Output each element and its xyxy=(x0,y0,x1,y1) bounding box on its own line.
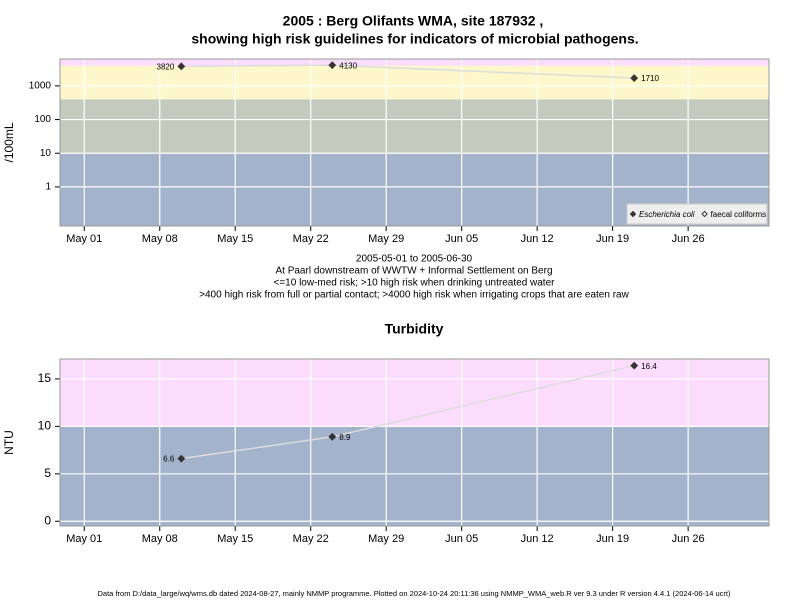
data-point xyxy=(630,74,639,82)
y-tick-label: 0 xyxy=(44,513,51,527)
data-point xyxy=(177,454,186,463)
x-tick-label: Jun 26 xyxy=(672,533,705,545)
subtitle: 2005-05-01 to 2005-06-30 xyxy=(356,254,473,265)
guideline-band xyxy=(60,59,769,66)
x-tick-label: May 15 xyxy=(217,233,253,245)
legend-marker xyxy=(629,210,637,218)
x-tick-label: May 01 xyxy=(66,233,102,245)
x-tick-label: May 08 xyxy=(142,233,178,245)
y-tick-label: 1000 xyxy=(29,81,52,92)
plot-frame xyxy=(59,358,770,527)
y-tick-label: 10 xyxy=(38,419,52,433)
x-tick-label: May 22 xyxy=(293,233,329,245)
y-tick-label: 15 xyxy=(38,371,52,385)
legend-label: Escherichia coli xyxy=(639,210,695,219)
x-tick-label: Jun 19 xyxy=(596,533,629,545)
plot-frame xyxy=(59,58,770,227)
x-tick-label: Jun 12 xyxy=(521,533,554,545)
x-tick-label: May 01 xyxy=(66,533,102,545)
guideline-band xyxy=(60,99,769,154)
guideline-band xyxy=(60,359,769,427)
data-label: 6.6 xyxy=(163,455,175,464)
x-tick-label: Jun 26 xyxy=(672,233,705,245)
x-tick-label: Jun 12 xyxy=(521,233,554,245)
x-tick-label: May 08 xyxy=(142,533,178,545)
legend-box xyxy=(626,203,768,225)
y-tick-label: 100 xyxy=(34,114,51,125)
data-point xyxy=(630,361,639,370)
y-tick-label: 10 xyxy=(40,148,52,159)
data-label: 3820 xyxy=(157,62,175,71)
x-tick-label: Jun 05 xyxy=(445,233,478,245)
data-label: 16.4 xyxy=(641,362,657,371)
legend-marker xyxy=(701,210,708,218)
footer: Data from D:/data_large/wq/wms.db dated … xyxy=(98,589,731,598)
x-tick-label: May 29 xyxy=(368,533,404,545)
data-point xyxy=(177,62,186,71)
chart-title: 2005 : Berg Olifants WMA, site 187932 , xyxy=(283,13,544,29)
legend: Escherichia coli faecal coliforms xyxy=(626,203,768,225)
y-axis-label: NTU xyxy=(2,430,16,455)
chart-title: showing high risk guidelines for indicat… xyxy=(191,31,638,47)
y-axis-label: /100mL xyxy=(2,122,16,162)
data-label: 1710 xyxy=(641,74,659,83)
x-tick-label: Jun 19 xyxy=(596,233,629,245)
x-tick-label: May 29 xyxy=(368,233,404,245)
data-point xyxy=(328,432,337,441)
data-point xyxy=(328,61,337,70)
subtitle: >400 high risk from full or partial cont… xyxy=(199,290,629,301)
chart-title: Turbidity xyxy=(385,321,444,337)
subtitle: At Paarl downstream of WWTW + Informal S… xyxy=(275,266,552,277)
x-tick-label: Jun 05 xyxy=(445,533,478,545)
data-label: 4130 xyxy=(339,61,357,70)
x-tick-label: May 15 xyxy=(217,533,253,545)
guideline-band xyxy=(60,65,769,100)
subtitle: <=10 low-med risk; >10 high risk when dr… xyxy=(274,278,556,289)
guideline-band xyxy=(60,426,769,526)
legend-label: faecal coliforms xyxy=(711,210,767,219)
data-label: 8.9 xyxy=(339,433,351,442)
x-tick-label: May 22 xyxy=(293,533,329,545)
y-tick-label: 1 xyxy=(45,182,51,193)
y-tick-label: 5 xyxy=(44,466,51,480)
